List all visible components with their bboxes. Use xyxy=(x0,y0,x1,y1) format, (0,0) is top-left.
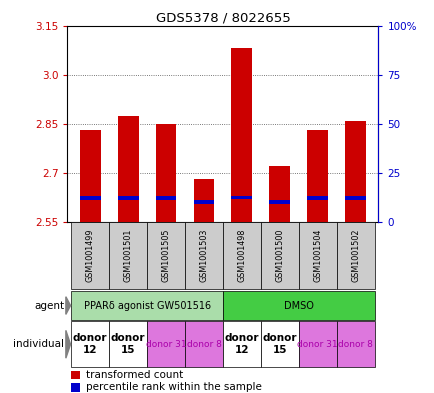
Text: transformed count: transformed count xyxy=(86,370,183,380)
Bar xyxy=(155,196,176,200)
Bar xyxy=(193,180,214,222)
Text: DMSO: DMSO xyxy=(283,301,313,310)
Bar xyxy=(231,48,252,222)
Bar xyxy=(70,371,80,379)
Text: GSM1001503: GSM1001503 xyxy=(199,229,208,282)
Text: GSM1001505: GSM1001505 xyxy=(161,229,170,282)
FancyBboxPatch shape xyxy=(222,321,260,367)
FancyBboxPatch shape xyxy=(298,321,336,367)
Text: donor 31: donor 31 xyxy=(145,340,186,349)
Bar xyxy=(345,196,365,200)
Text: donor
15: donor 15 xyxy=(262,334,296,355)
Text: PPARδ agonist GW501516: PPARδ agonist GW501516 xyxy=(83,301,210,310)
Bar xyxy=(118,196,138,200)
FancyBboxPatch shape xyxy=(147,222,184,289)
FancyBboxPatch shape xyxy=(222,291,374,320)
Text: individual: individual xyxy=(13,339,64,349)
Bar xyxy=(307,196,327,200)
Bar xyxy=(269,200,289,204)
FancyBboxPatch shape xyxy=(71,291,222,320)
Text: GSM1001504: GSM1001504 xyxy=(312,229,322,282)
Text: donor
12: donor 12 xyxy=(73,334,107,355)
Text: GSM1001498: GSM1001498 xyxy=(237,229,246,282)
FancyBboxPatch shape xyxy=(109,222,147,289)
Bar xyxy=(345,121,365,222)
Text: donor 8: donor 8 xyxy=(186,340,221,349)
Bar xyxy=(193,200,214,204)
Title: GDS5378 / 8022655: GDS5378 / 8022655 xyxy=(155,11,289,24)
Bar xyxy=(155,124,176,222)
Polygon shape xyxy=(66,331,70,358)
Text: donor
15: donor 15 xyxy=(111,334,145,355)
Bar xyxy=(269,166,289,222)
FancyBboxPatch shape xyxy=(260,222,298,289)
Bar xyxy=(307,130,327,222)
FancyBboxPatch shape xyxy=(336,321,374,367)
FancyBboxPatch shape xyxy=(71,321,109,367)
FancyBboxPatch shape xyxy=(222,222,260,289)
Bar xyxy=(79,130,100,222)
FancyBboxPatch shape xyxy=(184,222,222,289)
Text: donor
12: donor 12 xyxy=(224,334,259,355)
FancyBboxPatch shape xyxy=(71,222,109,289)
Bar xyxy=(231,195,252,199)
FancyBboxPatch shape xyxy=(109,321,147,367)
FancyBboxPatch shape xyxy=(147,321,184,367)
Bar xyxy=(118,116,138,222)
FancyBboxPatch shape xyxy=(336,222,374,289)
Text: donor 31: donor 31 xyxy=(297,340,337,349)
FancyBboxPatch shape xyxy=(184,321,222,367)
Text: GSM1001502: GSM1001502 xyxy=(350,229,359,282)
Text: percentile rank within the sample: percentile rank within the sample xyxy=(86,382,261,392)
Text: GSM1001500: GSM1001500 xyxy=(275,229,284,282)
Polygon shape xyxy=(66,297,70,314)
Text: agent: agent xyxy=(34,301,64,310)
Text: GSM1001501: GSM1001501 xyxy=(123,229,132,282)
Bar xyxy=(70,383,80,392)
FancyBboxPatch shape xyxy=(260,321,298,367)
Text: GSM1001499: GSM1001499 xyxy=(85,229,95,282)
Text: donor 8: donor 8 xyxy=(338,340,372,349)
Bar xyxy=(79,196,100,200)
FancyBboxPatch shape xyxy=(298,222,336,289)
